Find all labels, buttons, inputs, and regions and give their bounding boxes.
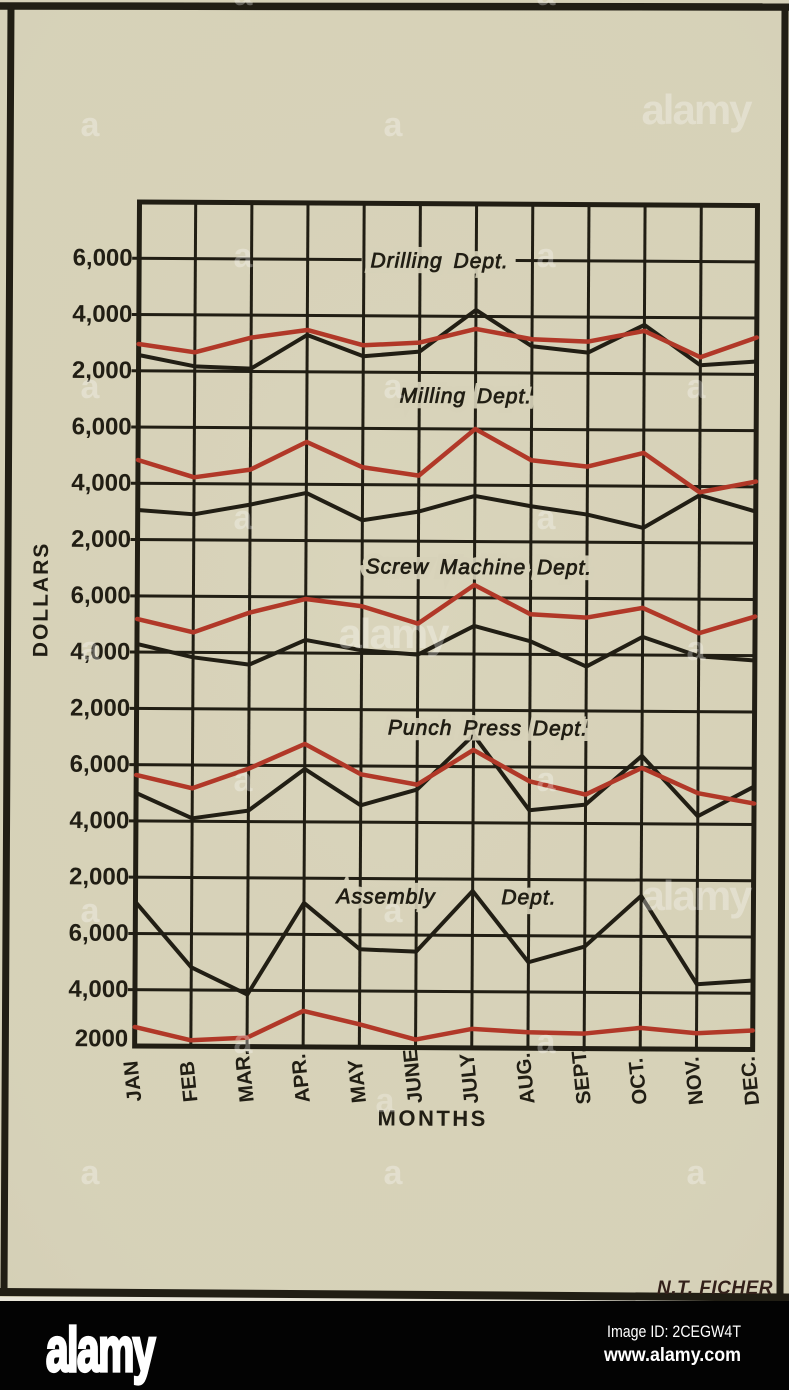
- svg-text:Punch Press Dept.: Punch Press Dept.: [388, 716, 588, 740]
- svg-text:Assembly: Assembly: [334, 885, 436, 909]
- svg-text:a: a: [384, 892, 404, 930]
- svg-text:AUG.: AUG.: [512, 1052, 540, 1105]
- svg-text:www.alamy.com: www.alamy.com: [603, 1345, 741, 1366]
- svg-text:a: a: [234, 499, 254, 537]
- svg-text:a: a: [234, 0, 254, 13]
- svg-text:a: a: [687, 1154, 707, 1192]
- svg-text:2,000: 2,000: [69, 863, 129, 890]
- svg-text:a: a: [384, 1154, 404, 1192]
- svg-text:6,000: 6,000: [69, 920, 129, 947]
- svg-text:6,000: 6,000: [70, 751, 130, 778]
- svg-text:DOLLARS: DOLLARS: [29, 542, 53, 658]
- svg-text:a: a: [537, 0, 557, 13]
- svg-text:FEB: FEB: [176, 1060, 203, 1103]
- svg-text:4,000: 4,000: [72, 301, 132, 328]
- svg-text:a: a: [81, 892, 101, 930]
- svg-text:4,000: 4,000: [68, 976, 128, 1003]
- svg-text:SEPT.: SEPT.: [567, 1046, 596, 1105]
- svg-text:Drilling Dept.: Drilling Dept.: [370, 249, 508, 273]
- svg-text:a: a: [234, 761, 254, 799]
- svg-text:a: a: [687, 630, 707, 668]
- svg-text:4,000: 4,000: [70, 638, 130, 665]
- svg-text:MAR.: MAR.: [231, 1049, 259, 1103]
- svg-text:a: a: [234, 1023, 254, 1061]
- svg-text:Dept.: Dept.: [501, 886, 556, 909]
- svg-text:6,000: 6,000: [71, 582, 131, 609]
- svg-text:APR.: APR.: [287, 1053, 315, 1104]
- svg-text:NOV.: NOV.: [680, 1056, 708, 1106]
- svg-text:a: a: [687, 368, 707, 406]
- svg-text:JAN: JAN: [119, 1060, 146, 1103]
- svg-text:MONTHS: MONTHS: [377, 1105, 487, 1131]
- svg-text:a: a: [537, 761, 557, 799]
- svg-text:6,000: 6,000: [72, 413, 132, 440]
- svg-text:a: a: [384, 368, 404, 406]
- svg-text:a: a: [537, 1023, 557, 1061]
- svg-text:6,000: 6,000: [73, 244, 133, 271]
- svg-text:alamy: alamy: [641, 86, 753, 133]
- svg-text:JUNE: JUNE: [399, 1048, 427, 1105]
- svg-text:N.T. FICHER: N.T. FICHER: [657, 1278, 773, 1299]
- svg-text:a: a: [81, 630, 101, 668]
- svg-text:Milling Dept.: Milling Dept.: [400, 384, 533, 408]
- svg-text:alamy: alamy: [641, 872, 753, 919]
- svg-text:alamy: alamy: [46, 1317, 155, 1386]
- svg-text:a: a: [81, 368, 101, 406]
- svg-text:4,000: 4,000: [69, 807, 129, 834]
- svg-text:2,000: 2,000: [71, 526, 131, 553]
- svg-text:JULY: JULY: [455, 1052, 483, 1105]
- svg-text:Image ID: 2CEGW4T: Image ID: 2CEGW4T: [607, 1322, 741, 1341]
- svg-text:4,000: 4,000: [71, 469, 131, 496]
- svg-text:Screw Machine Dept.: Screw Machine Dept.: [366, 555, 593, 579]
- svg-text:DEC.: DEC.: [737, 1055, 765, 1106]
- svg-text:Drilling Dept.: Drilling Dept.: [370, 249, 508, 273]
- svg-text:alamy: alamy: [338, 610, 450, 657]
- svg-text:a: a: [81, 1154, 101, 1192]
- svg-text:a: a: [537, 499, 557, 537]
- svg-text:2,000: 2,000: [72, 357, 132, 384]
- svg-text:a: a: [384, 106, 404, 144]
- svg-text:MAY: MAY: [344, 1058, 371, 1104]
- svg-text:2000: 2000: [75, 1025, 129, 1052]
- svg-text:2,000: 2,000: [70, 695, 130, 722]
- svg-text:OCT.: OCT.: [624, 1057, 652, 1106]
- svg-text:a: a: [537, 237, 557, 275]
- svg-text:a: a: [81, 106, 101, 144]
- svg-text:a: a: [234, 237, 254, 275]
- svg-text:a: a: [376, 1082, 396, 1120]
